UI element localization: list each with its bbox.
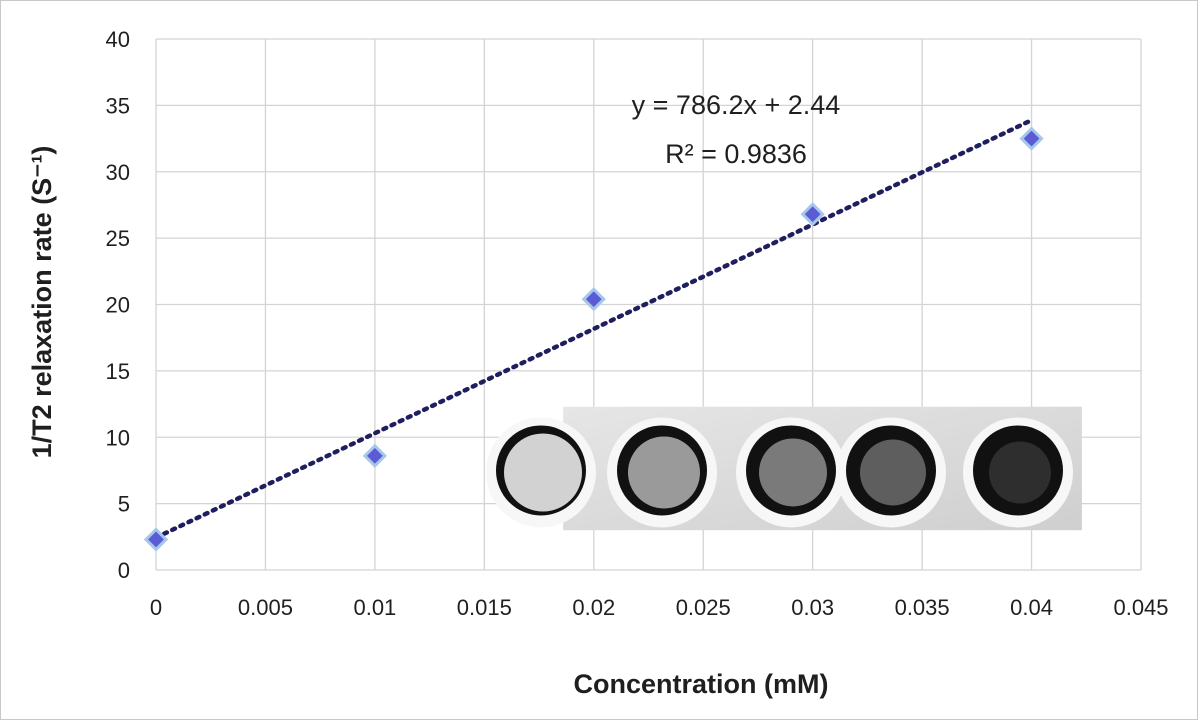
data-point (800, 202, 825, 227)
x-tick-label: 0.005 (238, 595, 293, 620)
tube-core (759, 438, 827, 507)
y-tick-labels: 0 5 10 15 20 25 30 35 40 (106, 27, 130, 583)
x-tick-labels: 0 0.005 0.01 0.015 0.02 0.025 0.03 0.035 0.04 0.0… (150, 595, 1169, 620)
inset-tube-image (486, 406, 1082, 531)
tube-core (989, 441, 1051, 504)
y-axis-title: 1/T2 relaxation rate (S⁻¹) (27, 146, 57, 459)
x-tick-label: 0.025 (676, 595, 731, 620)
y-tick-label: 40 (106, 27, 130, 52)
data-point (581, 287, 606, 312)
x-tick-label: 0.015 (457, 595, 512, 620)
y-tick-label: 10 (106, 425, 130, 450)
x-tick-label: 0.045 (1113, 595, 1168, 620)
x-tick-label: 0.04 (1010, 595, 1053, 620)
data-points (143, 126, 1044, 552)
data-point (143, 527, 169, 552)
y-tick-label: 25 (106, 226, 130, 251)
y-tick-label: 30 (106, 160, 130, 185)
x-tick-label: 0.035 (895, 595, 950, 620)
y-tick-label: 0 (118, 558, 130, 583)
y-tick-label: 35 (106, 93, 130, 118)
r-squared-label: R² = 0.9836 (665, 139, 807, 169)
x-tick-label: 0.03 (791, 595, 834, 620)
y-tick-label: 20 (106, 293, 130, 318)
trendline-path (153, 117, 1034, 540)
tube-core (860, 439, 926, 506)
x-tick-label: 0.01 (353, 595, 396, 620)
equation-label: y = 786.2x + 2.44 (632, 90, 841, 120)
y-tick-label: 15 (106, 359, 130, 384)
data-point (362, 443, 388, 468)
y-tick-label: 5 (118, 492, 130, 517)
x-axis-title: Concentration (mM) (574, 669, 829, 699)
tube-core (628, 436, 700, 509)
tube-core (504, 433, 582, 512)
data-point (1019, 126, 1044, 151)
x-tick-label: 0.02 (572, 595, 615, 620)
x-tick-label: 0 (150, 595, 162, 620)
trendline (153, 117, 1034, 540)
